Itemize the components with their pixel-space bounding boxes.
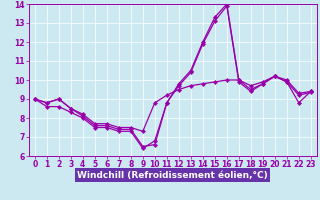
X-axis label: Windchill (Refroidissement éolien,°C): Windchill (Refroidissement éolien,°C) (77, 171, 268, 180)
